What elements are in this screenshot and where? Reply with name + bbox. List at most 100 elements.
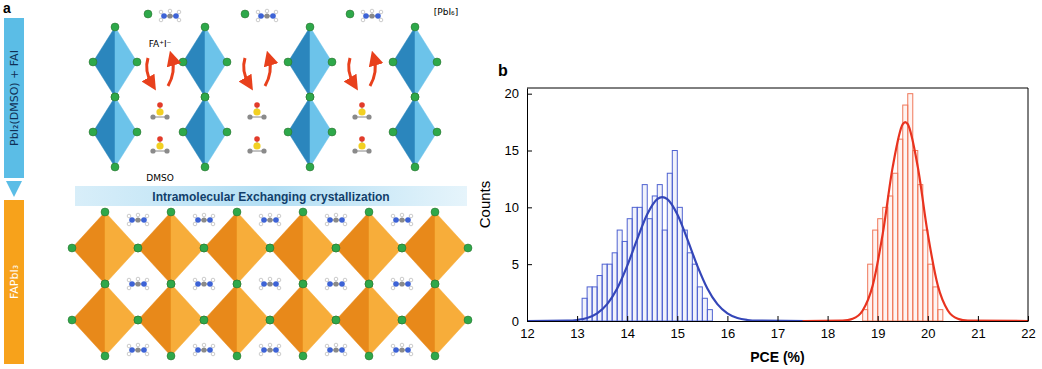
atom xyxy=(266,316,274,324)
histogram-bar xyxy=(682,230,687,321)
atom xyxy=(268,277,272,281)
fit-curve xyxy=(803,122,1028,321)
atom xyxy=(202,343,206,347)
atom xyxy=(141,281,147,287)
atom xyxy=(391,214,395,218)
x-tick-label: 12 xyxy=(520,326,534,341)
exchange-arrow xyxy=(147,58,152,84)
atom xyxy=(254,102,260,108)
atom xyxy=(332,244,340,252)
octahedron-face xyxy=(237,212,270,284)
atom xyxy=(393,217,399,223)
octahedron-face xyxy=(138,212,171,284)
atom xyxy=(157,136,163,142)
y-tick-mark xyxy=(527,151,532,152)
step-label: PbI₂(DMSO) + FAI xyxy=(8,50,21,146)
atom xyxy=(393,281,399,287)
atom xyxy=(264,13,269,18)
atom xyxy=(389,128,397,136)
x-tick-label: 19 xyxy=(871,326,885,341)
octahedron-face xyxy=(270,284,303,356)
x-tick: 21 xyxy=(971,316,985,341)
atom xyxy=(389,58,397,66)
histogram-bar xyxy=(697,287,702,321)
atom xyxy=(247,148,252,153)
atom xyxy=(325,222,329,226)
octahedron-face xyxy=(204,212,237,284)
atom xyxy=(409,222,413,226)
atom xyxy=(268,213,272,217)
atom xyxy=(129,217,135,223)
atom xyxy=(267,347,272,352)
atom xyxy=(365,280,373,288)
octahedron-face xyxy=(369,284,402,356)
atom xyxy=(195,217,201,223)
atom xyxy=(207,347,213,353)
atom xyxy=(201,23,209,31)
atom xyxy=(306,93,314,101)
atom xyxy=(136,343,140,347)
atom xyxy=(398,316,406,324)
atom xyxy=(464,316,472,324)
atom xyxy=(405,217,411,223)
atom xyxy=(167,280,175,288)
histogram-bar xyxy=(657,185,662,321)
atom xyxy=(259,278,263,282)
atom xyxy=(127,344,131,348)
octahedron-face xyxy=(72,212,105,284)
plot-marks xyxy=(527,94,1028,321)
atom xyxy=(284,128,292,136)
atom xyxy=(409,344,413,348)
histogram-bar xyxy=(667,173,672,321)
octahedron-face xyxy=(204,284,237,356)
product-structure xyxy=(68,208,472,360)
atom xyxy=(200,316,208,324)
atom xyxy=(101,280,109,288)
plot-frame xyxy=(1028,88,1029,321)
x-tick-mark xyxy=(1028,316,1029,321)
atom xyxy=(409,278,413,282)
atom xyxy=(328,128,336,136)
atom xyxy=(358,108,365,115)
atom xyxy=(411,23,419,31)
atom xyxy=(247,114,252,119)
atom xyxy=(277,214,281,218)
figure: aPbI₂(DMSO) + FAIFAPbI₃FA⁺I⁻[PbI₆]DMSOIn… xyxy=(0,0,1042,369)
atom xyxy=(359,136,365,142)
histogram-bar xyxy=(938,310,943,321)
atom xyxy=(405,281,411,287)
histogram-bar xyxy=(617,230,622,321)
atom xyxy=(273,281,279,287)
atom xyxy=(266,244,274,252)
histogram-bar xyxy=(692,264,697,321)
atom xyxy=(201,281,206,286)
atom xyxy=(277,344,281,348)
atom xyxy=(68,316,76,324)
atom xyxy=(207,217,213,223)
octahedron-face xyxy=(402,212,435,284)
histogram-bar xyxy=(903,105,908,321)
atom xyxy=(363,13,369,19)
atom xyxy=(167,352,175,360)
panel-b: b121314151617181920212205101520PCE (%)Co… xyxy=(476,62,1036,365)
y-axis-title: Counts xyxy=(476,181,493,229)
octahedron-face xyxy=(270,212,303,284)
atom xyxy=(159,18,163,22)
y-axis-line xyxy=(527,89,528,322)
fit-curve xyxy=(527,197,808,321)
atom xyxy=(306,23,314,31)
atom xyxy=(333,217,338,222)
atom xyxy=(134,244,142,252)
atom xyxy=(352,114,357,119)
x-axis-line xyxy=(528,321,1029,322)
x-tick-label: 21 xyxy=(971,326,985,341)
atom xyxy=(127,286,131,290)
y-tick: 20 xyxy=(505,86,532,101)
atom xyxy=(253,142,260,149)
y-tick: 10 xyxy=(505,200,532,215)
octahedron-face xyxy=(435,284,468,356)
atom xyxy=(157,102,163,108)
atom xyxy=(327,347,333,353)
atom xyxy=(391,278,395,282)
atom xyxy=(254,136,260,142)
